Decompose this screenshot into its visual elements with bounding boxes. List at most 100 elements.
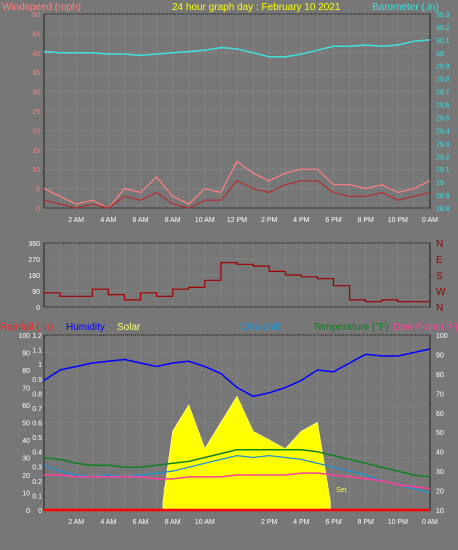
hum-ytick-6: 60 [22, 403, 30, 410]
dir-ytick-1: 90 [32, 289, 40, 296]
rain-ytick-9: 0.9 [32, 377, 42, 384]
dir-ytick-0: 0 [36, 305, 40, 312]
temp-ytick-1: 20 [436, 489, 444, 496]
sunset-annotation: Set [336, 487, 347, 494]
temp-ytick-5: 60 [436, 411, 444, 418]
dir-ytick-2: 180 [28, 273, 40, 280]
baro-ytick-7: 29.5 [436, 115, 450, 122]
baro-ytick-0: 28.8 [436, 206, 450, 213]
baro-ytick-4: 29.2 [436, 154, 450, 161]
dir-compass-3: E [436, 255, 443, 266]
wind-ytick-9: 45 [32, 31, 40, 38]
time-tick-top-6: 2 PM [261, 217, 278, 224]
barometer-axis-label: Barometer (.in) [372, 2, 439, 13]
time-tick-bottom-6: 4 PM [293, 519, 310, 526]
rain-ytick-12: 1.2 [32, 333, 42, 340]
time-tick-bottom-2: 6 AM [133, 519, 149, 526]
time-tick-bottom-7: 6 PM [325, 519, 342, 526]
rain-ytick-8: 0.8 [32, 391, 42, 398]
hum-ytick-3: 30 [22, 456, 30, 463]
wind-ytick-3: 15 [32, 148, 40, 155]
baro-ytick-2: 29 [436, 180, 444, 187]
rain-ytick-7: 0.7 [32, 406, 42, 413]
sunrise-annotation: Sunrise [163, 487, 187, 494]
hum-ytick-1: 10 [22, 491, 30, 498]
time-tick-top-10: 10 PM [388, 217, 408, 224]
time-tick-top-8: 6 PM [325, 217, 342, 224]
temp-ytick-7: 80 [436, 372, 444, 379]
wind-ytick-5: 25 [32, 109, 40, 116]
graph-title: 24 hour graph day : February 10 2021 [172, 2, 341, 13]
rain-ytick-6: 0.6 [32, 421, 42, 428]
wind-ytick-1: 5 [36, 187, 40, 194]
baro-ytick-9: 29.7 [436, 90, 450, 97]
wind-ytick-10: 50 [32, 12, 40, 19]
rain-ytick-11: 1.1 [32, 348, 42, 355]
time-tick-bottom-5: 2 PM [261, 519, 278, 526]
rain-ytick-1: 0.1 [32, 493, 42, 500]
dir-ytick-4: 360 [28, 241, 40, 248]
time-tick-top-1: 4 AM [100, 217, 116, 224]
temp-ytick-0: 10 [436, 508, 444, 515]
dir-compass-0: N [436, 303, 443, 314]
baro-ytick-8: 29.6 [436, 103, 450, 110]
hum-ytick-7: 70 [22, 386, 30, 393]
wind-ytick-8: 40 [32, 51, 40, 58]
hum-ytick-0: 0 [26, 508, 30, 515]
temp-ytick-3: 40 [436, 450, 444, 457]
time-tick-bottom-4: 10 AM [195, 519, 215, 526]
hum-ytick-8: 80 [22, 368, 30, 375]
time-tick-top-5: 12 PM [227, 217, 247, 224]
temp-ytick-2: 30 [436, 469, 444, 476]
time-tick-top-3: 8 AM [165, 217, 181, 224]
legend-humidity: Humidity [66, 322, 105, 333]
legend-temperature: Temperature (°F) [313, 322, 389, 333]
dir-compass-2: S [436, 271, 443, 282]
baro-ytick-3: 29.1 [436, 167, 450, 174]
wind-ytick-4: 20 [32, 128, 40, 135]
solar-area [162, 395, 331, 511]
hum-ytick-9: 90 [22, 351, 30, 358]
rain-ytick-4: 0.4 [32, 450, 42, 457]
dir-ytick-3: 270 [28, 257, 40, 264]
baro-ytick-14: 30.2 [436, 25, 450, 32]
legend-solar: Solar [117, 322, 141, 333]
time-tick-top-7: 4 PM [293, 217, 310, 224]
axis-labels: 0510152025303540455028.828.92929.129.229… [18, 12, 449, 526]
windchill-line [43, 454, 431, 494]
rain-ytick-0: 0 [38, 508, 42, 515]
hum-ytick-10: 100 [18, 333, 30, 340]
temperature-line [43, 448, 431, 478]
wind-ytick-7: 35 [32, 70, 40, 77]
time-tick-top-0: 2 AM [68, 217, 84, 224]
time-tick-top-9: 8 PM [357, 217, 374, 224]
legend-rainfall: Rainfall (.in) [0, 322, 53, 333]
hum-ytick-5: 50 [22, 421, 30, 428]
baro-ytick-5: 29.3 [436, 141, 450, 148]
hum-ytick-2: 20 [22, 473, 30, 480]
baro-ytick-1: 28.9 [436, 193, 450, 200]
temp-ytick-4: 50 [436, 430, 444, 437]
legend-dewpoint: Dew Point (°F) [393, 322, 458, 333]
wind-direction-line [44, 262, 430, 303]
rain-ytick-5: 0.5 [32, 435, 42, 442]
humidity-line [43, 348, 431, 398]
time-tick-bottom-3: 8 AM [165, 519, 181, 526]
rain-ytick-10: 1 [38, 362, 42, 369]
time-tick-bottom-10: 0 AM [422, 519, 438, 526]
time-tick-top-11: 0 AM [422, 217, 438, 224]
baro-ytick-15: 30.3 [436, 12, 450, 19]
temp-ytick-8: 90 [436, 352, 444, 359]
baro-ytick-10: 29.8 [436, 77, 450, 84]
rain-ytick-3: 0.3 [32, 464, 42, 471]
baro-ytick-6: 29.4 [436, 128, 450, 135]
windspeed-axis-label: Windspeed (mph) [2, 2, 81, 13]
time-tick-top-2: 6 AM [133, 217, 149, 224]
baro-ytick-11: 29.9 [436, 64, 450, 71]
dir-compass-1: W [436, 287, 446, 298]
temp-ytick-6: 70 [436, 391, 444, 398]
dir-compass-4: N [436, 239, 443, 250]
legend-windchill: Windchill [240, 322, 280, 333]
